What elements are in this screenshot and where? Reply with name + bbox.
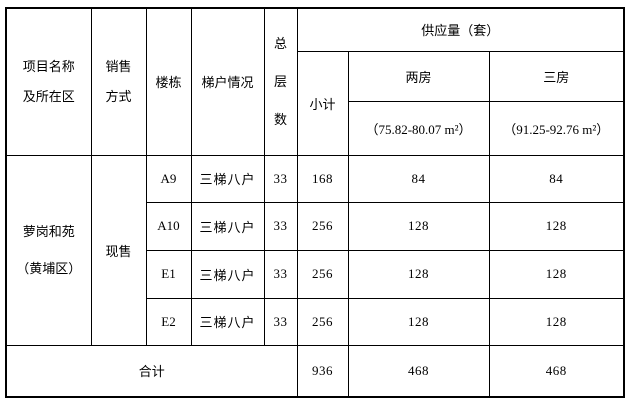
two-room-cell: 128: [347, 201, 490, 251]
layout-cell: 三梯八户: [190, 154, 265, 203]
header-building-column: 楼栋: [145, 7, 192, 156]
project-name-cell: 萝岗和苑 （黄埔区）: [5, 154, 92, 346]
total-row: 合计 936 468 468: [5, 344, 625, 398]
header-row-3: （75.82-80.07 m²） （91.25-92.76 m²）: [6, 100, 625, 156]
header-sales-column: 销售 方式: [90, 7, 147, 156]
three-room-cell: 128: [488, 297, 625, 346]
header-project-column: 项目名称 及所在区: [5, 7, 92, 156]
header-two-room-column: 两房: [347, 50, 490, 102]
table-row: 萝岗和苑 （黄埔区） 现售 A9 三梯八户 33 168 84 84: [5, 154, 625, 346]
floors-cell: 33: [263, 297, 298, 346]
two-room-cell: 84: [347, 154, 490, 203]
total-three-room-cell: 468: [488, 344, 625, 398]
header-supply-group: 供应量（套）: [296, 7, 625, 52]
subtotal-cell: 256: [296, 297, 349, 346]
subtotal-cell: 256: [296, 249, 349, 299]
table-row: A10 三梯八户 33 256 128 128: [6, 201, 625, 251]
layout-cell: 三梯八户: [190, 249, 265, 299]
header-row-2: 小计 两房 三房: [6, 50, 625, 156]
floors-cell: 33: [263, 154, 298, 203]
header-two-room-area: （75.82-80.07 m²）: [347, 100, 490, 156]
header-layout-column: 梯户情况: [190, 7, 265, 156]
total-two-room-cell: 468: [347, 344, 490, 398]
sales-method-cell: 现售: [90, 154, 147, 346]
header-subtotal-column: 小计: [296, 50, 349, 156]
two-room-cell: 128: [347, 249, 490, 299]
total-subtotal-cell: 936: [296, 344, 349, 398]
three-room-cell: 128: [488, 249, 625, 299]
building-cell: E1: [145, 249, 192, 299]
subtotal-cell: 256: [296, 201, 349, 251]
floors-cell: 33: [263, 201, 298, 251]
subtotal-cell: 168: [296, 154, 349, 203]
supply-table: 项目名称 及所在区 销售 方式 楼栋 梯户情况 总 层 数 供应量（套） 小计 …: [5, 7, 626, 398]
table-row: E2 三梯八户 33 256 128 128: [6, 297, 625, 346]
table-row: E1 三梯八户 33 256 128 128: [6, 249, 625, 299]
header-floors-column: 总 层 数: [263, 7, 298, 156]
total-label-cell: 合计: [5, 344, 298, 398]
three-room-cell: 128: [488, 201, 625, 251]
header-three-room-column: 三房: [488, 50, 625, 102]
floors-cell: 33: [263, 249, 298, 299]
building-cell: A9: [145, 154, 192, 203]
two-room-cell: 128: [347, 297, 490, 346]
header-three-room-area: （91.25-92.76 m²）: [488, 100, 625, 156]
building-cell: E2: [145, 297, 192, 346]
building-cell: A10: [145, 201, 192, 251]
layout-cell: 三梯八户: [190, 201, 265, 251]
header-row-1: 项目名称 及所在区 销售 方式 楼栋 梯户情况 总 层 数 供应量（套）: [5, 7, 625, 156]
three-room-cell: 84: [488, 154, 625, 203]
layout-cell: 三梯八户: [190, 297, 265, 346]
